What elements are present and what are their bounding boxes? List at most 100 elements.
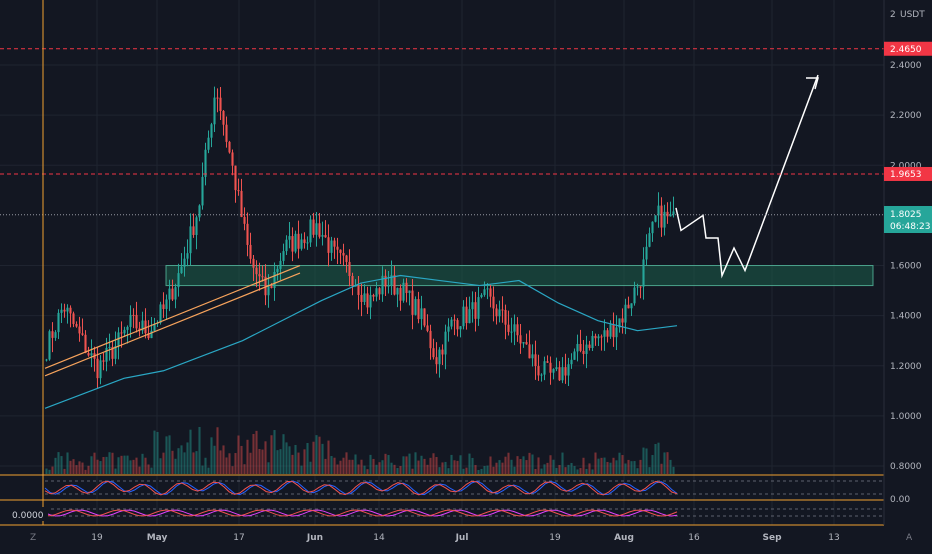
- volume-bar: [177, 448, 180, 474]
- volume-bar: [555, 467, 558, 474]
- volume-bar: [399, 466, 402, 474]
- candle-body: [564, 367, 567, 376]
- candle-body: [369, 294, 372, 308]
- volume-bar: [267, 462, 270, 474]
- volume-bar: [180, 445, 183, 474]
- candle-body: [603, 330, 606, 337]
- time-axis[interactable]: 19 May 17 Jun 14 Jul 19 Aug 16 Sep 13: [0, 527, 932, 550]
- candle-body: [357, 285, 360, 295]
- candle-body: [63, 309, 66, 312]
- candle-body: [549, 362, 552, 373]
- candle-body: [552, 369, 555, 373]
- volume-bar: [195, 451, 198, 474]
- volume-bar: [546, 462, 549, 474]
- time-tick-label: Sep: [762, 533, 782, 543]
- candle-body: [153, 323, 156, 331]
- volume-bar: [81, 462, 84, 474]
- candle-body: [636, 286, 639, 288]
- volume-bar: [600, 457, 603, 474]
- trend-channel-line: [44, 264, 301, 369]
- volume-bar: [300, 465, 303, 474]
- volume-bar: [666, 452, 669, 474]
- volume-bar: [288, 446, 291, 474]
- volume-bar: [87, 465, 90, 474]
- volume-bar: [486, 465, 489, 474]
- candle-body: [393, 275, 396, 295]
- candle-body: [489, 288, 492, 297]
- volume-bar: [459, 455, 462, 474]
- candle-body: [252, 258, 255, 268]
- volume-bar: [147, 464, 150, 474]
- volume-bar: [501, 462, 504, 474]
- volume-bar: [615, 460, 618, 474]
- candle-body: [639, 286, 642, 288]
- price-tick-label: 2.0000: [890, 161, 922, 171]
- volume-bar: [327, 440, 330, 474]
- volume-bar: [522, 456, 525, 474]
- volume-bar: [75, 465, 78, 474]
- volume-bar: [612, 457, 615, 474]
- volume-bar: [420, 455, 423, 474]
- volume-bar: [219, 450, 222, 474]
- candle-body: [657, 205, 660, 216]
- volume-bar: [498, 460, 501, 474]
- candle-body: [597, 336, 600, 339]
- price-axis-ticks: 2.4000 2.2000 2.0000 1.6000 1.4000 1.2000 1.00…: [890, 61, 922, 472]
- volume-bar: [510, 459, 513, 474]
- candle-body: [219, 97, 222, 111]
- volume-bar: [120, 455, 123, 474]
- volume-bar: [216, 427, 219, 474]
- projection-path: [675, 74, 819, 279]
- candle-body: [567, 364, 570, 376]
- candle-body: [660, 205, 663, 228]
- candle-body: [645, 246, 648, 260]
- candle-body: [189, 226, 192, 254]
- candle-body: [81, 333, 84, 335]
- volume-bar: [63, 468, 66, 474]
- candle-body: [441, 349, 444, 355]
- candle-body: [285, 239, 288, 252]
- volume-bar: [636, 468, 639, 474]
- candle-body: [624, 304, 627, 323]
- volume-bar: [471, 457, 474, 474]
- candle-body: [537, 366, 540, 376]
- last-price-tag: 1.8025 06:48:23: [884, 206, 932, 233]
- volume-bar: [423, 458, 426, 474]
- candle-body: [456, 320, 459, 330]
- price-tag-background: [884, 41, 932, 56]
- candle-body: [195, 217, 198, 235]
- volume-bar: [306, 443, 309, 474]
- timezone-button[interactable]: Z: [30, 533, 36, 543]
- candle-body: [261, 276, 264, 278]
- support-zone[interactable]: [165, 265, 874, 287]
- volume-bar: [78, 461, 81, 474]
- volume-bar: [138, 466, 141, 474]
- candle-body: [234, 165, 237, 191]
- candle-body: [102, 360, 105, 362]
- candle-body: [345, 255, 348, 262]
- volume-bar: [387, 455, 390, 474]
- volume-bar: [360, 459, 363, 474]
- candle-body: [633, 287, 636, 304]
- candle-body: [375, 288, 378, 297]
- candle-body: [642, 259, 645, 287]
- volume-bar: [576, 469, 579, 474]
- candle-body: [432, 348, 435, 358]
- indicator-panes: [0, 0, 885, 526]
- volume-bar: [513, 466, 516, 474]
- candle-body: [213, 97, 216, 125]
- candle-body: [543, 361, 546, 375]
- volume-bar: [198, 426, 201, 474]
- candle-body: [585, 344, 588, 354]
- volume-bar: [90, 456, 93, 474]
- candle-body: [258, 274, 261, 277]
- candle-body: [231, 152, 234, 166]
- volume-bar: [630, 461, 633, 474]
- price-axis[interactable]: 2 USDT 2.4000 2.2000 2.0000 1.6000 1.4000 1.2…: [884, 10, 932, 505]
- volume-bar: [645, 448, 648, 474]
- volume-bar: [84, 469, 87, 474]
- auto-scale-button[interactable]: A: [906, 533, 913, 543]
- candle-body: [57, 312, 60, 333]
